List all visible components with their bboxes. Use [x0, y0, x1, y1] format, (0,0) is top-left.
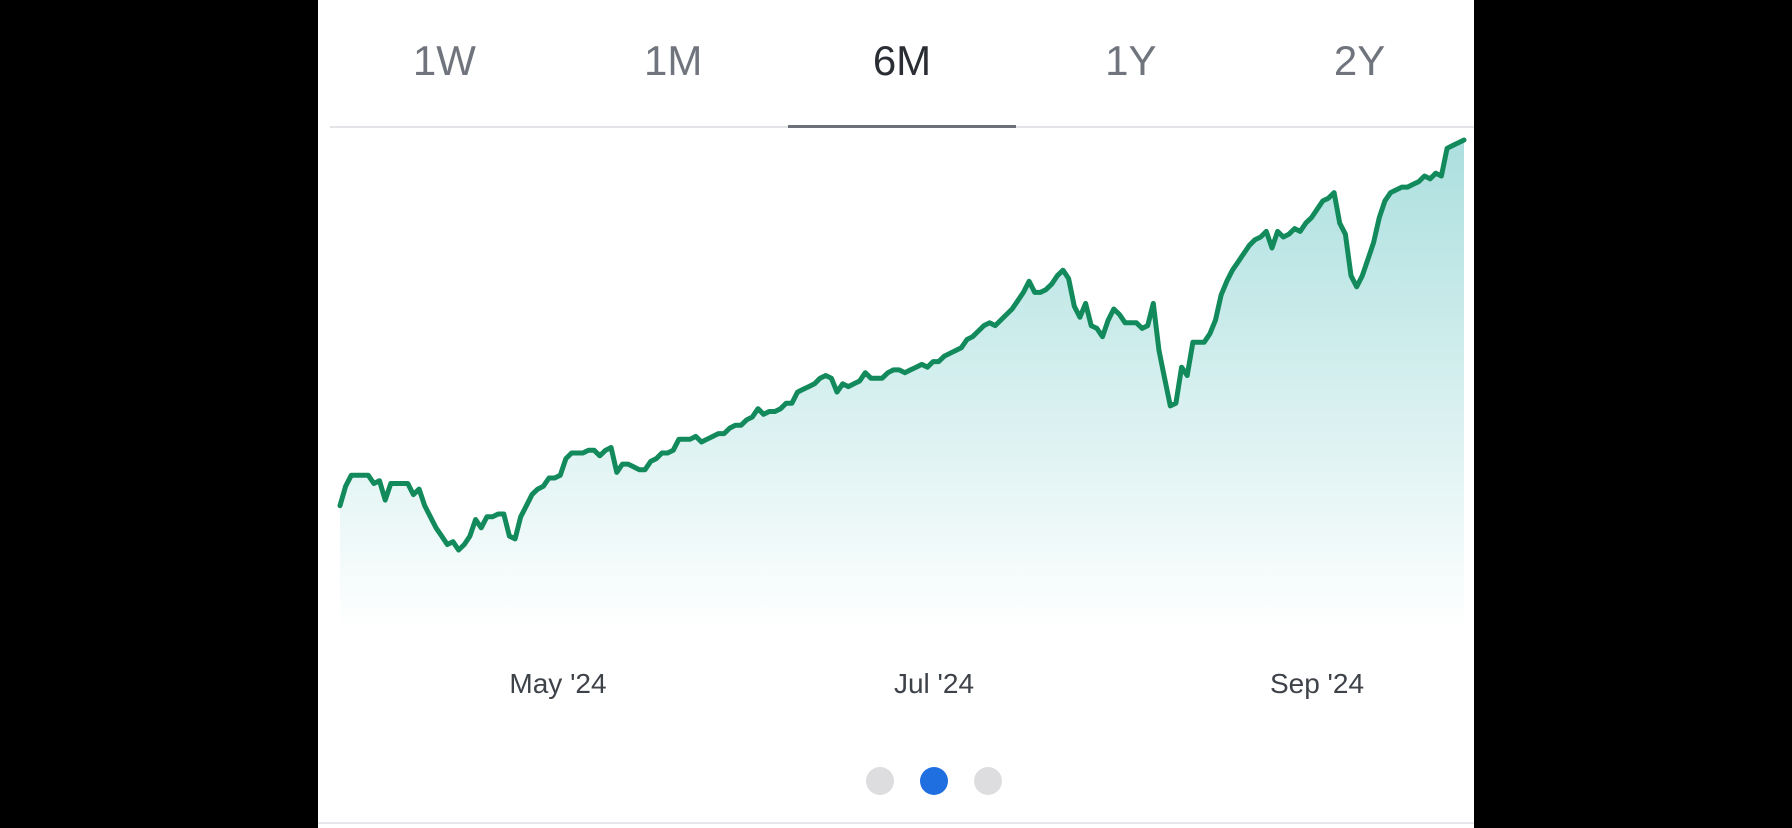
price-area-chart[interactable] [318, 130, 1474, 650]
tab-6m[interactable]: 6M [787, 0, 1017, 128]
tab-1m[interactable]: 1M [644, 37, 703, 84]
page-dot-3[interactable] [974, 767, 1002, 795]
x-axis-label-jul: Jul '24 [893, 668, 975, 699]
pagination-dots [318, 767, 1474, 797]
card-bottom-divider [318, 822, 1474, 824]
chart-area-fill [340, 140, 1464, 630]
x-axis-label-may: May '24 [509, 668, 607, 699]
tab-2y[interactable]: 2Y [1333, 37, 1386, 84]
chart-price-line [337, 137, 1467, 553]
page-dot-2[interactable] [920, 767, 948, 795]
time-range-tabs: 1W 1M 6M 1Y 2Y [330, 0, 1474, 128]
tab-1w[interactable]: 1W [412, 37, 476, 84]
tab-1y[interactable]: 1Y [1105, 37, 1157, 84]
page-dot-1[interactable] [866, 767, 894, 795]
x-axis-label-sep: Sep '24 [1269, 668, 1365, 699]
stock-performance-card: 1W 1M 6M 1Y 2Y May '24 Jul '24 Sep '24 [318, 0, 1474, 828]
